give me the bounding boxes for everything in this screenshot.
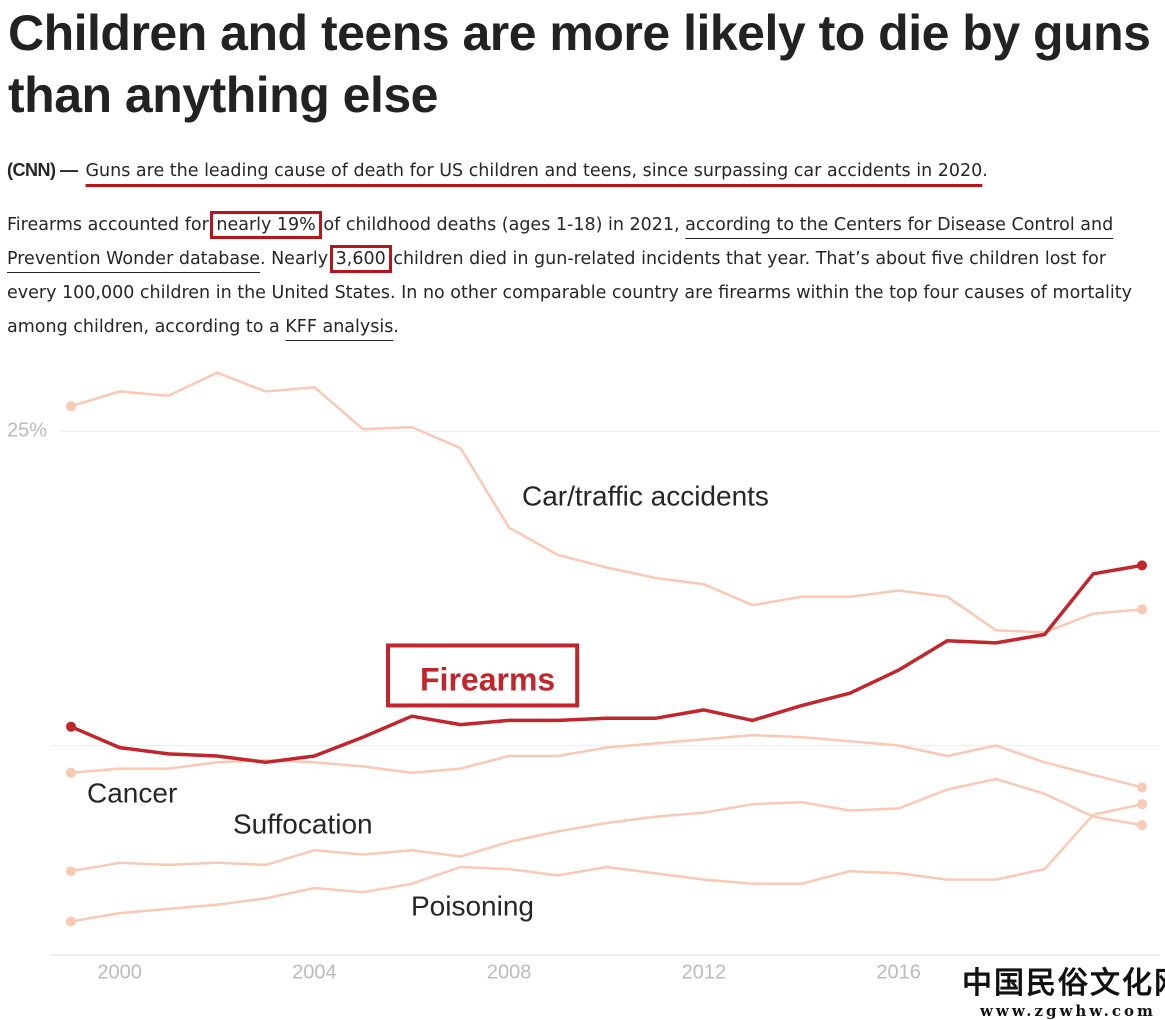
end-dot xyxy=(1137,820,1147,831)
series-line xyxy=(70,371,1143,634)
link[interactable]: KFF analysis xyxy=(285,317,394,337)
end-dot xyxy=(1137,560,1147,571)
highlight: 3,600 xyxy=(329,245,392,273)
end-dot xyxy=(66,721,76,732)
label-box xyxy=(386,643,580,708)
source: (CNN) — xyxy=(7,160,78,180)
watermark-name: 中国民俗文化网 xyxy=(962,966,1165,1001)
y-tick-label: 25% xyxy=(7,420,47,442)
x-tick-label: 2008 xyxy=(487,961,532,983)
series-label: Car/traffic accidents xyxy=(522,480,769,511)
highlight: nearly 19% xyxy=(210,211,322,239)
end-dot xyxy=(66,767,76,778)
series-line xyxy=(70,802,1143,923)
text: . xyxy=(393,317,399,337)
paragraph: Firearms accounted for nearly 19% of chi… xyxy=(7,208,1157,344)
text: children died in gun-related incidents t… xyxy=(7,249,1132,337)
text: . Nearly xyxy=(259,249,334,269)
x-tick-label: 2004 xyxy=(292,961,337,983)
watermark: 中国民俗文化网 www.zgwhw.com xyxy=(962,958,1165,1020)
x-tick-label: 2000 xyxy=(97,961,142,983)
series-line xyxy=(70,777,1143,873)
series-label: Poisoning xyxy=(411,890,534,921)
headline: Children and teens are more likely to di… xyxy=(8,5,1151,123)
text: . xyxy=(982,161,988,181)
end-dot xyxy=(66,401,76,412)
series-label: Firearms xyxy=(420,661,555,697)
series-label: Suffocation xyxy=(233,808,373,839)
x-tick-label: 2016 xyxy=(876,961,921,983)
chart: 25% 2000 2004 2008 2012 2016 Car/traffic accid… xyxy=(7,371,1160,983)
end-dot xyxy=(66,916,76,927)
series-label: Cancer xyxy=(87,777,177,808)
series-line xyxy=(70,733,1143,789)
x-tick-label: 2012 xyxy=(682,961,727,983)
end-dot xyxy=(1137,604,1147,615)
lede: (CNN) — Guns are the leading cause of dea… xyxy=(7,153,1157,188)
end-dot xyxy=(1137,799,1147,810)
end-dot xyxy=(66,866,76,877)
text: of childhood deaths (ages 1-18) in 2021, xyxy=(317,215,686,235)
watermark-url: www.zgwhw.com xyxy=(980,1002,1156,1020)
end-dot xyxy=(1137,782,1147,793)
text: Firearms accounted for xyxy=(7,215,215,235)
link[interactable]: according to the Centers for Disease Con… xyxy=(7,215,1114,269)
series-line xyxy=(70,563,1143,765)
link[interactable]: Guns are the leading cause of death for … xyxy=(85,161,983,181)
